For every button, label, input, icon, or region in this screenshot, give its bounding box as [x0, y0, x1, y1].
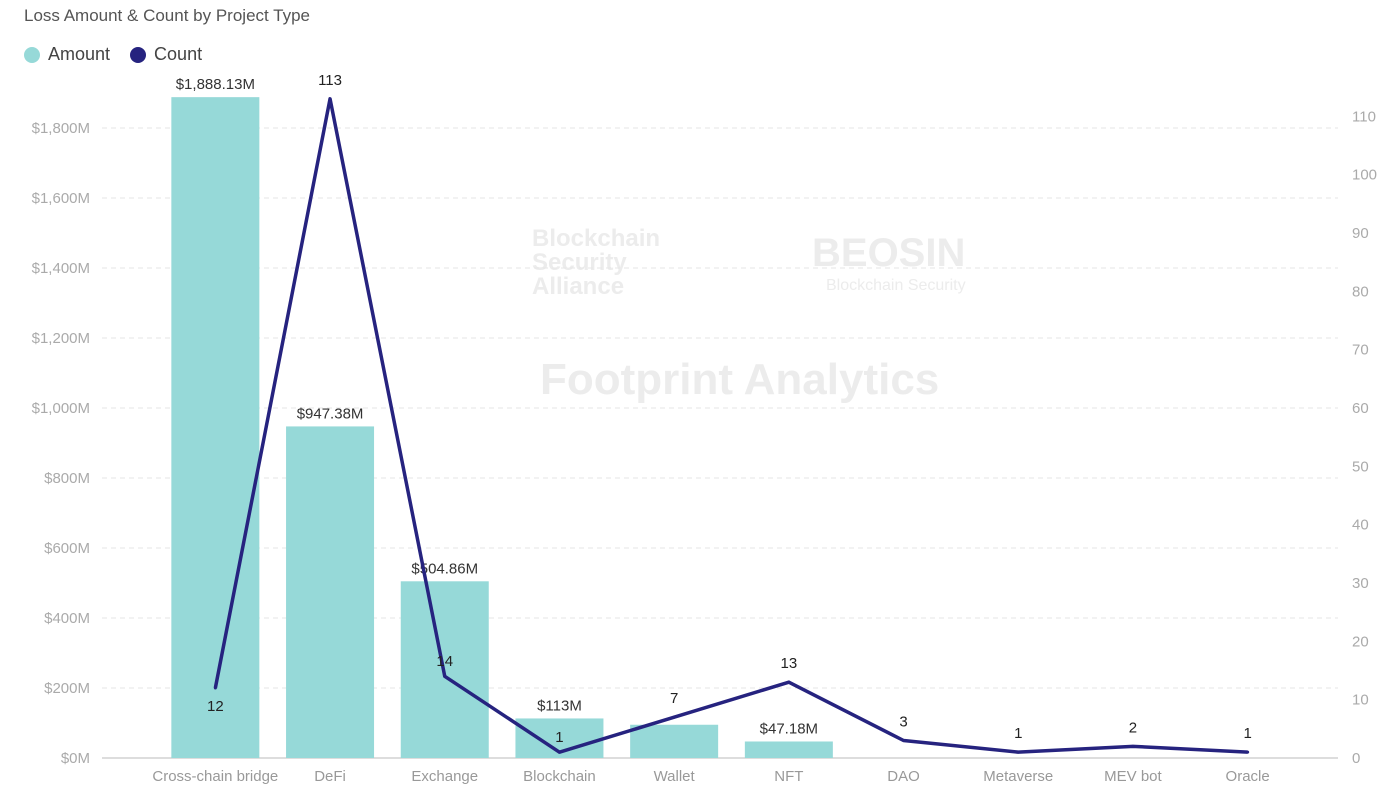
x-tick-label: Wallet [654, 768, 696, 785]
y-tick-label: $0M [61, 750, 90, 767]
x-tick-label: DAO [887, 768, 920, 785]
y2-tick-label: 80 [1352, 283, 1369, 300]
chart-title: Loss Amount & Count by Project Type [24, 6, 311, 25]
bar-amount [744, 741, 833, 758]
bar-amount [286, 426, 375, 758]
legend-amount-swatch [24, 46, 40, 63]
y2-tick-label: 50 [1352, 458, 1369, 475]
y-tick-label: $1,600M [32, 190, 90, 207]
count-data-label: 12 [207, 698, 224, 715]
legend: Amount Count [24, 44, 202, 65]
bar-data-label: $1,888.13M [176, 76, 255, 93]
x-tick-label: Oracle [1226, 768, 1270, 785]
x-tick-label: DeFi [314, 768, 346, 785]
count-data-label: 1 [1014, 725, 1022, 742]
y2-tick-label: 110 [1352, 108, 1376, 125]
legend-count-label[interactable]: Count [154, 44, 203, 64]
count-data-label: 14 [436, 653, 453, 670]
y2-tick-label: 70 [1352, 342, 1369, 359]
x-tick-label: MEV bot [1104, 768, 1162, 785]
count-data-label: 7 [670, 690, 678, 707]
count-point [213, 686, 217, 690]
y-tick-label: $1,400M [32, 260, 90, 277]
count-point [1131, 744, 1135, 748]
bar-data-label: $947.38M [297, 405, 364, 422]
y2-tick-label: 10 [1352, 692, 1369, 709]
watermark-text: Blockchain Security [826, 277, 966, 294]
bar-data-label: $113M [537, 697, 582, 714]
watermark-text: Security [532, 249, 627, 276]
y-tick-label: $800M [44, 470, 90, 487]
count-point [557, 750, 561, 754]
y2-tick-label: 100 [1352, 167, 1377, 184]
y-tick-label: $1,200M [32, 330, 90, 347]
count-point [443, 674, 447, 678]
y2-tick-label: 90 [1352, 225, 1369, 242]
y-tick-label: $1,000M [32, 400, 90, 417]
count-data-label: 1 [555, 729, 563, 746]
count-point [787, 680, 791, 684]
y2-tick-label: 30 [1352, 575, 1369, 592]
count-point [328, 97, 332, 101]
count-point [1016, 750, 1020, 754]
x-tick-label: Metaverse [983, 768, 1053, 785]
legend-count-swatch [130, 46, 147, 63]
bar-data-label: $504.86M [411, 560, 478, 577]
bar-data-label: $47.18M [760, 720, 818, 737]
y2-tick-label: 60 [1352, 400, 1369, 417]
watermark-text: Alliance [532, 273, 624, 300]
legend-amount-label[interactable]: Amount [48, 44, 111, 64]
x-tick-label: Cross-chain bridge [152, 768, 278, 785]
count-data-label: 13 [781, 655, 798, 672]
watermark-text: Blockchain [532, 225, 660, 252]
y-tick-label: $1,800M [32, 120, 90, 137]
bar-amount [171, 97, 260, 759]
x-tick-label: Blockchain [523, 768, 596, 785]
count-line [213, 97, 1248, 754]
count-data-label: 113 [318, 72, 342, 89]
y-tick-label: $600M [44, 540, 90, 557]
y-tick-label: $400M [44, 610, 90, 627]
count-point [1246, 750, 1250, 754]
watermark-text: Footprint Analytics [540, 355, 939, 404]
count-data-label: 2 [1129, 719, 1137, 736]
y2-tick-label: 20 [1352, 633, 1369, 650]
count-point [902, 739, 906, 742]
count-data-label: 1 [1243, 725, 1251, 742]
y2-tick-label: 0 [1352, 750, 1360, 767]
y-tick-label: $200M [44, 680, 90, 697]
bar-amount [630, 724, 719, 758]
y2-tick-label: 40 [1352, 517, 1369, 534]
x-tick-label: Exchange [411, 768, 478, 785]
count-data-label: 3 [899, 714, 907, 731]
count-point [672, 715, 676, 719]
x-tick-label: NFT [774, 768, 803, 785]
